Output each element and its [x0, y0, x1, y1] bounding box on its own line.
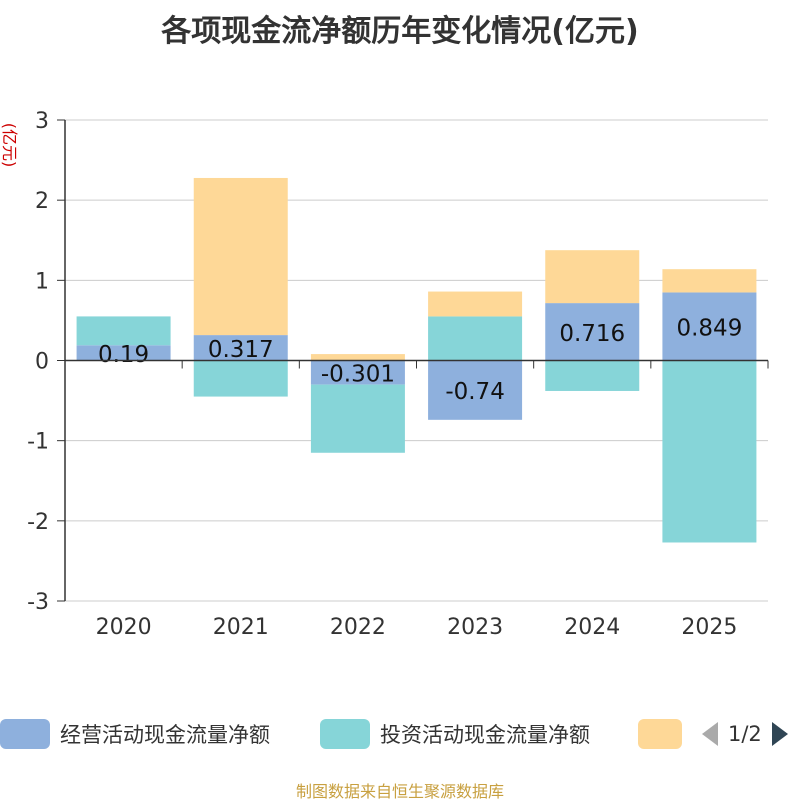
- legend-swatch-investing: [320, 719, 370, 749]
- legend-item-operating[interactable]: 经营活动现金流量净额: [0, 712, 270, 756]
- legend-swatch-financing: [638, 719, 682, 749]
- bar-financing-2023: [428, 291, 523, 317]
- x-tick-label-2024: 2024: [564, 615, 620, 640]
- bar-operating-2020: [76, 345, 171, 361]
- legend: 经营活动现金流量净额 投资活动现金流量净额 1/2: [0, 712, 800, 756]
- bar-investing-2023: [428, 316, 523, 361]
- data-label-2021: 0.317: [208, 337, 274, 363]
- legend-page-indicator: 1/2: [728, 722, 762, 746]
- y-tick-label: 2: [35, 189, 49, 214]
- data-source-note: 制图数据来自恒生聚源数据库: [295, 782, 504, 801]
- bar-financing-2021: [193, 177, 288, 336]
- bar-chart: 3 2 1 0 -1 -2 -3 (亿元) 0.19 0.317 -0.301 -0.74 0.716 0…: [0, 109, 769, 640]
- bar-investing-2022: [310, 384, 405, 453]
- bar-investing-2025: [662, 360, 757, 543]
- bar-operating-2023: [428, 360, 523, 420]
- bar-investing-2020: [76, 316, 171, 346]
- y-tick-label: -1: [27, 430, 49, 455]
- bar-investing-2021: [193, 360, 288, 397]
- bar-financing-2022: [310, 354, 405, 361]
- legend-item-financing[interactable]: [638, 712, 682, 756]
- bar-operating-2024: [545, 303, 640, 361]
- data-label-2024: 0.716: [559, 321, 625, 347]
- bar-operating-2025: [662, 292, 757, 361]
- legend-label-operating: 经营活动现金流量净额: [60, 723, 270, 747]
- data-label-2020: 0.19: [98, 342, 149, 368]
- bar-operating-2022: [310, 360, 405, 385]
- y-tick-label: 1: [35, 269, 49, 294]
- data-label-2022: -0.301: [321, 362, 395, 388]
- y-tick-label: -3: [27, 590, 49, 615]
- legend-pager: 1/2: [700, 712, 790, 756]
- y-tick-label: -2: [27, 510, 49, 535]
- next-page-icon[interactable]: [770, 720, 790, 748]
- y-tick-label: 3: [35, 109, 49, 134]
- x-tick-label-2022: 2022: [330, 615, 386, 640]
- x-tick-label-2023: 2023: [447, 615, 503, 640]
- y-tick-label: 0: [35, 350, 49, 375]
- legend-item-investing[interactable]: 投资活动现金流量净额: [320, 712, 590, 756]
- chart-title: 各项现金流净额历年变化情况(亿元): [161, 14, 639, 49]
- bar-operating-2021: [193, 335, 288, 361]
- bar-investing-2024: [545, 360, 640, 391]
- prev-page-icon[interactable]: [700, 720, 720, 748]
- bar-financing-2024: [545, 250, 640, 304]
- x-tick-label-2025: 2025: [681, 615, 737, 640]
- x-tick-label-2021: 2021: [213, 615, 269, 640]
- bar-financing-2025: [662, 269, 757, 293]
- legend-swatch-operating: [0, 719, 50, 749]
- y-axis-label: (亿元): [0, 123, 19, 168]
- x-tick-label-2020: 2020: [96, 615, 152, 640]
- legend-label-investing: 投资活动现金流量净额: [380, 723, 590, 747]
- data-label-2025: 0.849: [676, 315, 742, 341]
- data-label-2023: -0.74: [445, 379, 505, 405]
